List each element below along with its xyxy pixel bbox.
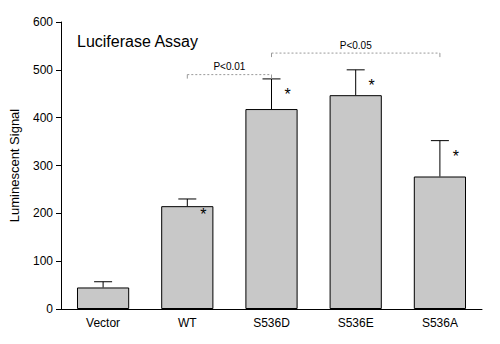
svg-text:S536D: S536D: [253, 316, 290, 330]
svg-text:500: 500: [33, 63, 53, 77]
svg-text:0: 0: [46, 302, 53, 316]
svg-text:S536E: S536E: [338, 316, 374, 330]
svg-text:Luciferase Assay: Luciferase Assay: [77, 33, 198, 50]
svg-text:S536A: S536A: [422, 316, 458, 330]
svg-text:200: 200: [33, 206, 53, 220]
svg-text:*: *: [453, 148, 459, 165]
svg-text:P<0.05: P<0.05: [340, 40, 372, 51]
svg-text:WT: WT: [178, 316, 197, 330]
svg-text:*: *: [369, 77, 375, 94]
svg-text:*: *: [200, 206, 206, 223]
svg-text:Vector: Vector: [86, 316, 120, 330]
svg-text:400: 400: [33, 111, 53, 125]
svg-text:300: 300: [33, 159, 53, 173]
svg-text:P<0.01: P<0.01: [213, 61, 245, 72]
svg-text:100: 100: [33, 254, 53, 268]
svg-text:*: *: [284, 86, 290, 103]
svg-text:600: 600: [33, 15, 53, 29]
svg-text:Luminescent Signal: Luminescent Signal: [7, 109, 22, 223]
